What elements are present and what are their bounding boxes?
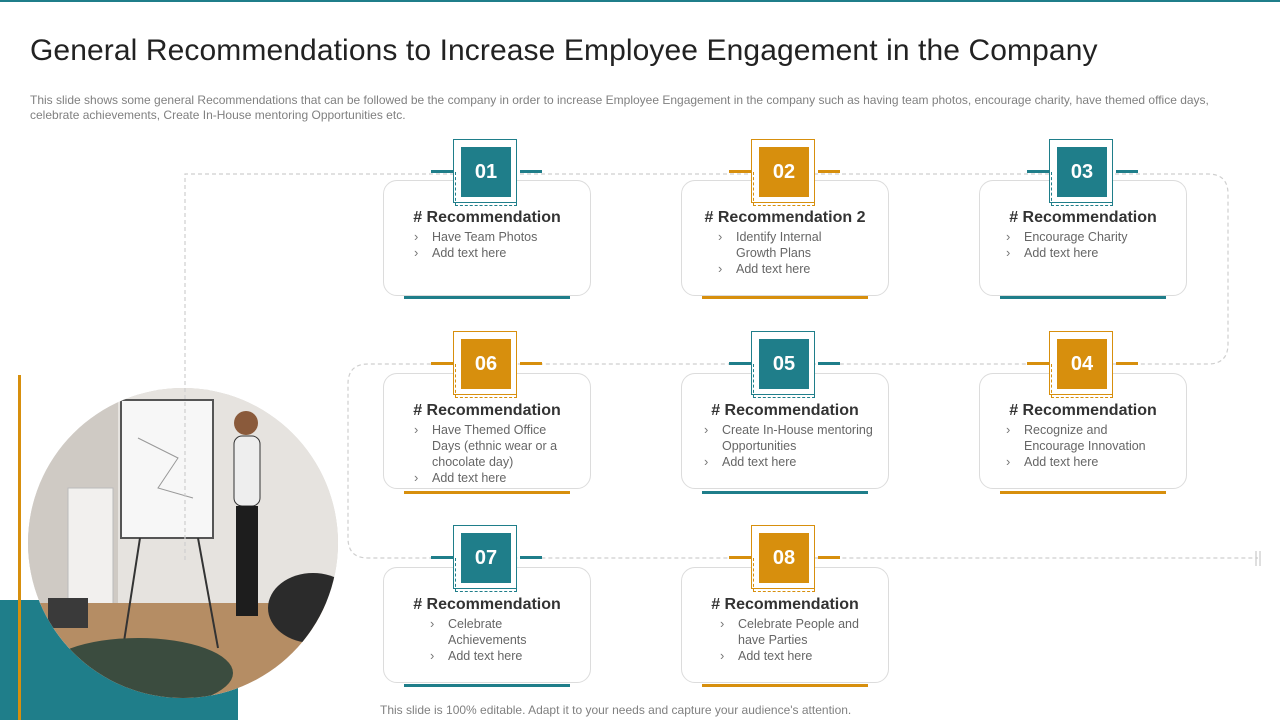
number-badge-03: 03 bbox=[1049, 139, 1113, 206]
badge-connector bbox=[1027, 170, 1049, 173]
badge-connector bbox=[729, 362, 751, 365]
badge-number: 04 bbox=[1057, 339, 1107, 389]
badge-number: 08 bbox=[759, 533, 809, 583]
bullet-item: Add text here bbox=[414, 245, 564, 261]
bullet-item: Identify Internal Growth Plans bbox=[718, 229, 858, 261]
card-title: # Recommendation bbox=[711, 596, 859, 613]
card-bullets: Encourage Charity Add text here bbox=[1006, 229, 1156, 261]
badge-connector bbox=[818, 556, 840, 559]
badge-connector bbox=[1116, 362, 1138, 365]
badge-connector bbox=[729, 556, 751, 559]
card-bullets: Recognize and Encourage Innovation Add t… bbox=[1006, 422, 1166, 470]
badge-connector bbox=[729, 170, 751, 173]
badge-connector bbox=[520, 362, 542, 365]
number-badge-04: 04 bbox=[1049, 331, 1113, 398]
badge-number: 03 bbox=[1057, 147, 1107, 197]
card-underline bbox=[702, 684, 868, 687]
badge-connector bbox=[818, 170, 840, 173]
card-underline bbox=[702, 296, 868, 299]
card-title: # Recommendation bbox=[1009, 402, 1157, 419]
badge-connector bbox=[431, 556, 453, 559]
bullet-item: Add text here bbox=[1006, 245, 1156, 261]
card-underline bbox=[1000, 296, 1166, 299]
number-badge-02: 02 bbox=[751, 139, 815, 206]
card-underline bbox=[702, 491, 868, 494]
badge-number: 02 bbox=[759, 147, 809, 197]
badge-number: 01 bbox=[461, 147, 511, 197]
card-bullets: Have Team Photos Add text here bbox=[414, 229, 564, 261]
badge-number: 05 bbox=[759, 339, 809, 389]
card-underline bbox=[404, 296, 570, 299]
bullet-item: Add text here bbox=[704, 454, 874, 470]
bullet-item: Encourage Charity bbox=[1006, 229, 1156, 245]
badge-number: 07 bbox=[461, 533, 511, 583]
bullet-item: Add text here bbox=[718, 261, 858, 277]
card-title: # Recommendation bbox=[1009, 209, 1157, 226]
card-bullets: Identify Internal Growth Plans Add text … bbox=[718, 229, 858, 277]
top-rule bbox=[0, 0, 1280, 2]
bullet-item: Recognize and Encourage Innovation bbox=[1006, 422, 1166, 454]
card-underline bbox=[404, 491, 570, 494]
card-title: # Recommendation bbox=[413, 402, 561, 419]
card-underline bbox=[1000, 491, 1166, 494]
bullet-item: Have Themed Office Days (ethnic wear or … bbox=[414, 422, 564, 470]
card-bullets: Celebrate People and have Parties Add te… bbox=[720, 616, 860, 664]
badge-connector bbox=[431, 170, 453, 173]
slide-title: General Recommendations to Increase Empl… bbox=[30, 34, 1098, 67]
card-underline bbox=[404, 684, 570, 687]
badge-connector bbox=[520, 556, 542, 559]
bullet-item: Add text here bbox=[414, 470, 564, 486]
slide-footer: This slide is 100% editable. Adapt it to… bbox=[380, 703, 852, 717]
bullet-item: Celebrate Achievements bbox=[430, 616, 560, 648]
number-badge-07: 07 bbox=[453, 525, 517, 592]
badge-connector bbox=[1116, 170, 1138, 173]
card-title: # Recommendation 2 bbox=[704, 209, 866, 226]
card-bullets: Create In-House mentoring Opportunities … bbox=[704, 422, 874, 470]
presentation-photo bbox=[28, 388, 338, 698]
gold-accent-bar bbox=[18, 375, 21, 720]
bullet-item: Add text here bbox=[720, 648, 860, 664]
recommendation-card-07: # Recommendation Celebrate Achievements … bbox=[383, 567, 591, 683]
number-badge-01: 01 bbox=[453, 139, 517, 206]
badge-connector bbox=[520, 170, 542, 173]
number-badge-05: 05 bbox=[751, 331, 815, 398]
bullet-item: Add text here bbox=[1006, 454, 1166, 470]
badge-connector bbox=[431, 362, 453, 365]
card-bullets: Have Themed Office Days (ethnic wear or … bbox=[414, 422, 564, 486]
bullet-item: Add text here bbox=[430, 648, 560, 664]
slide-subtitle: This slide shows some general Recommenda… bbox=[30, 93, 1209, 122]
card-title: # Recommendation bbox=[413, 209, 561, 226]
card-title: # Recommendation bbox=[413, 596, 561, 613]
card-bullets: Celebrate Achievements Add text here bbox=[430, 616, 560, 664]
badge-connector bbox=[1027, 362, 1049, 365]
bullet-item: Create In-House mentoring Opportunities bbox=[704, 422, 874, 454]
card-title: # Recommendation bbox=[711, 402, 859, 419]
bullet-item: Celebrate People and have Parties bbox=[720, 616, 860, 648]
number-badge-06: 06 bbox=[453, 331, 517, 398]
number-badge-08: 08 bbox=[751, 525, 815, 592]
bullet-item: Have Team Photos bbox=[414, 229, 564, 245]
badge-number: 06 bbox=[461, 339, 511, 389]
badge-connector bbox=[818, 362, 840, 365]
